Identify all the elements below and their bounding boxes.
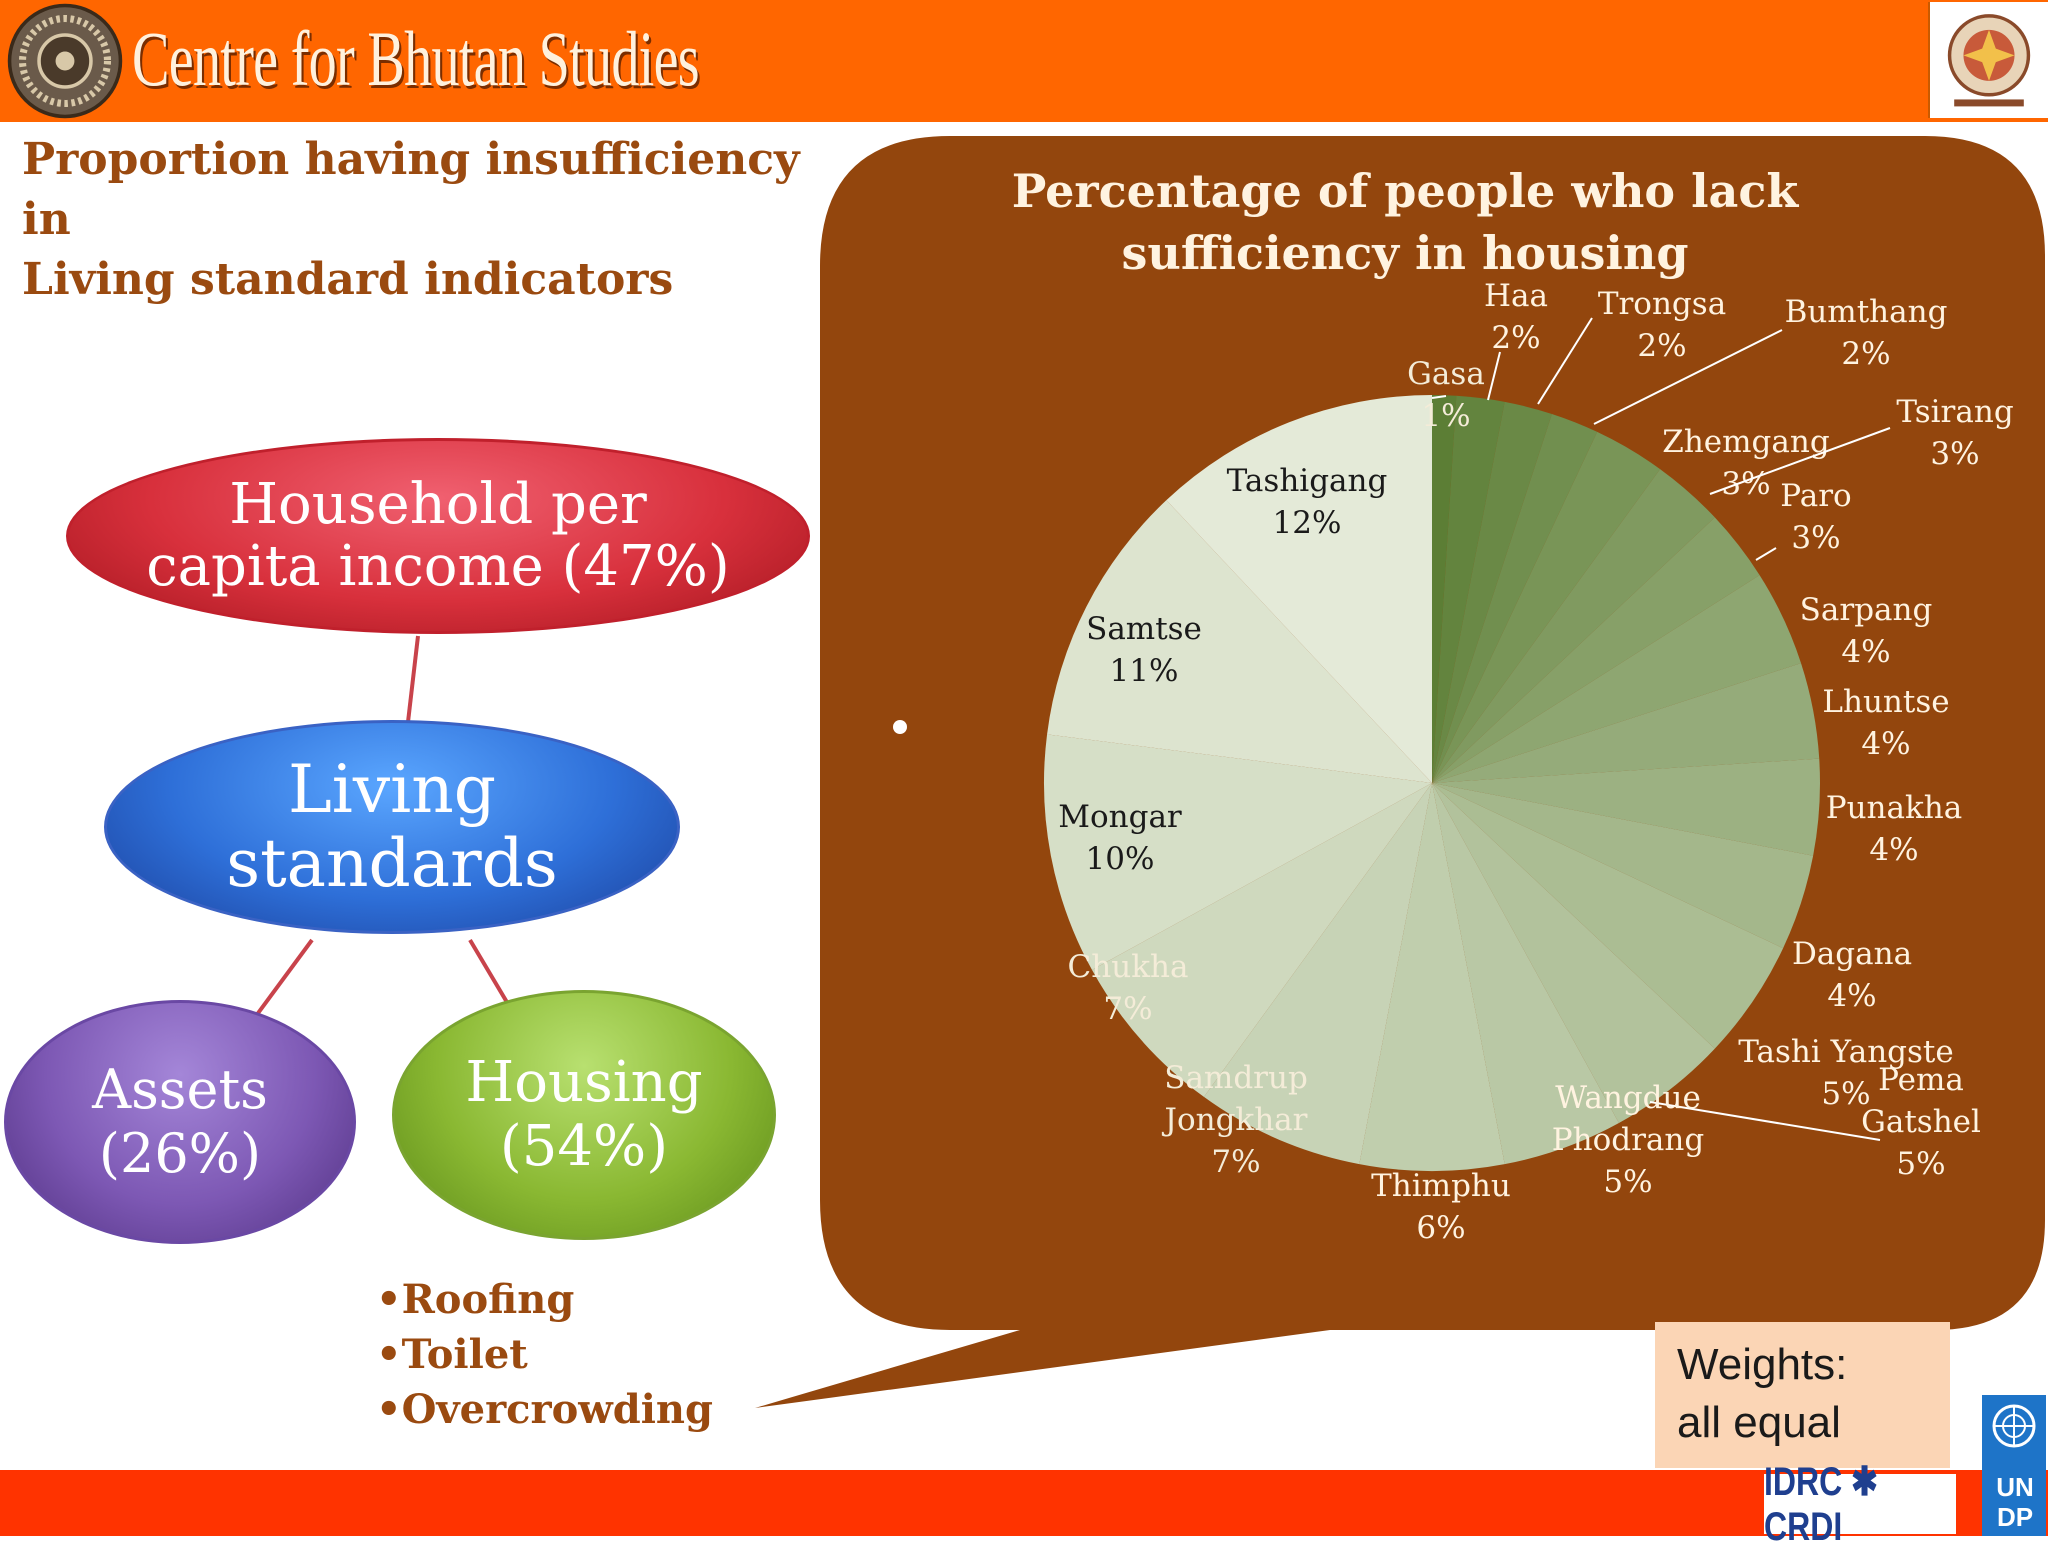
list-item-toilet: •Toilet <box>376 1331 528 1378</box>
data-label-thimphu: Thimphu 6% <box>1371 1168 1511 1246</box>
node-income-line-1: Household per <box>229 472 647 537</box>
leader-line <box>1487 351 1501 401</box>
chart-title-line-1: Percentage of people who lack <box>1011 164 1799 218</box>
data-label-gasa: Gasa 1% <box>1407 356 1485 434</box>
pie-slice-dagana <box>1432 783 1814 949</box>
chart-title: Percentage of people who lack sufficienc… <box>960 160 1850 284</box>
data-label-pema-gatshel: Pema Gatshel 5% <box>1861 1062 1981 1182</box>
pie-slice-thimphu <box>1359 783 1505 1172</box>
pie-slice-trongsa <box>1432 401 1552 783</box>
chart-title-line-2: sufficiency in housing <box>1121 226 1689 280</box>
un-emblem-icon <box>1992 1404 2036 1448</box>
pie-slice-sarpang <box>1432 575 1802 783</box>
leader-line <box>1709 427 1891 495</box>
node-housing-line-1: Housing <box>465 1050 703 1115</box>
undp-letters: UN DP <box>1986 1472 2044 1532</box>
data-label-dagana: Dagana 4% <box>1792 936 1912 1014</box>
data-label-mongar: Mongar 10% <box>1058 799 1182 877</box>
brand-title: Centre for Bhutan Studies <box>132 15 700 102</box>
data-label-sarpang: Sarpang 4% <box>1800 592 1933 670</box>
heading-line-2: Living standard indicators <box>22 254 674 305</box>
pie-slice-bumthang <box>1432 413 1598 783</box>
pie-slice-gasa <box>1432 395 1457 783</box>
connector-living-housing <box>468 938 510 1006</box>
data-label-zhemgang: Zhemgang 3% <box>1662 424 1829 502</box>
data-label-tashigang: Tashigang 12% <box>1227 463 1388 541</box>
data-label-samtse: Samtse 11% <box>1086 611 1202 689</box>
node-housing: Housing (54%) <box>392 990 776 1240</box>
data-label-lhuntse: Lhuntse 4% <box>1822 684 1949 762</box>
pie-slice-zhemgang <box>1432 431 1661 783</box>
node-assets-line-2: (26%) <box>98 1122 262 1185</box>
undp-letter-d: D <box>1996 1502 2016 1532</box>
leader-line <box>1649 1101 1881 1141</box>
housing-indicators-list: •Roofing •Toilet •Overcrowding <box>376 1272 713 1437</box>
pie-slice-samtse <box>1047 500 1432 783</box>
bhutan-emblem-icon <box>1928 2 2048 118</box>
idrc-logo: IDRC ✱ CRDI <box>1764 1460 1956 1549</box>
data-label-bumthang: Bumthang 2% <box>1785 294 1948 372</box>
connector-living-assets <box>248 938 314 1026</box>
data-label-samdrup-jongkhar: Samdrup Jongkhar 7% <box>1162 1060 1308 1180</box>
node-income-line-2: capita income (47%) <box>146 534 730 599</box>
data-label-punakha: Punakha 4% <box>1826 790 1963 868</box>
pie-slice-tashi-yangste <box>1432 783 1784 1049</box>
undp-letter-u: U <box>1996 1472 2015 1502</box>
list-item-roofing: •Roofing <box>376 1276 575 1323</box>
footer-bar <box>0 1470 2048 1536</box>
data-label-tsirang: Tsirang 3% <box>1896 394 2013 472</box>
pie-slice-wangdue-phodrang <box>1432 783 1619 1165</box>
leader-line <box>1593 329 1783 425</box>
leader-line <box>1537 317 1593 405</box>
pie-slice-samdrup-jongkhar <box>1203 783 1432 1165</box>
slide-heading: Proportion having insufficiency in Livin… <box>22 130 852 310</box>
node-assets: Assets (26%) <box>4 1000 356 1244</box>
list-item-overcrowding: •Overcrowding <box>376 1386 713 1433</box>
pie-slice-tsirang <box>1432 469 1715 783</box>
connector-income-living <box>406 635 420 723</box>
weights-line-1: Weights: <box>1677 1340 1848 1389</box>
node-living-line-2: standards <box>226 825 558 902</box>
undp-letter-n: N <box>2015 1472 2034 1502</box>
pie-slice-haa <box>1432 395 1505 783</box>
pie-slice-pema-gatshel <box>1432 783 1715 1124</box>
node-assets-line-1: Assets <box>92 1058 268 1121</box>
header-bar <box>0 0 2048 122</box>
data-label-tashi-yangste: Tashi Yangste 5% <box>1738 1034 1953 1112</box>
undp-letter-p: P <box>2015 1502 2034 1532</box>
node-living-standards: Living standards <box>104 720 680 934</box>
data-label-wangdue-phodrang: Wangdue Phodrang 5% <box>1552 1080 1704 1200</box>
pie-slice-mongar <box>1043 734 1432 970</box>
node-living-line-1: Living <box>287 751 497 828</box>
data-label-trongsa: Trongsa 2% <box>1598 286 1726 364</box>
pie-slice-chukha <box>1091 783 1432 1097</box>
pie-slice-lhuntse <box>1432 663 1820 783</box>
pie-slice-paro <box>1432 517 1760 783</box>
data-label-chukha: Chukha 7% <box>1068 949 1189 1027</box>
bullet-marker <box>893 720 907 734</box>
node-housing-line-2: (54%) <box>499 1114 669 1179</box>
leader-line <box>1755 547 1777 561</box>
node-household-income: Household per capita income (47%) <box>66 438 810 634</box>
pie-slice-punakha <box>1432 758 1820 856</box>
heading-line-1: Proportion having insufficiency in <box>22 134 800 245</box>
leader-line <box>1431 395 1447 399</box>
weights-note: Weights: all equal <box>1655 1322 1950 1468</box>
data-label-haa: Haa 2% <box>1484 278 1548 356</box>
data-label-paro: Paro 3% <box>1780 478 1851 556</box>
pie-slice-tashigang <box>1166 395 1432 783</box>
weights-line-2: all equal <box>1677 1398 1841 1447</box>
dharma-wheel-icon <box>7 3 123 119</box>
